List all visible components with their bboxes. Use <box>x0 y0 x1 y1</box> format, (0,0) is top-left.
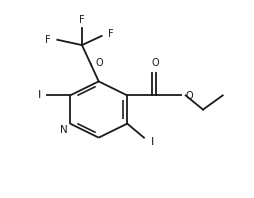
Text: I: I <box>38 90 41 100</box>
Text: O: O <box>185 91 193 101</box>
Text: I: I <box>151 137 154 147</box>
Text: N: N <box>60 126 68 135</box>
Text: F: F <box>108 29 113 39</box>
Text: O: O <box>96 58 103 68</box>
Text: F: F <box>45 35 50 45</box>
Text: F: F <box>79 14 85 25</box>
Text: O: O <box>152 58 160 68</box>
